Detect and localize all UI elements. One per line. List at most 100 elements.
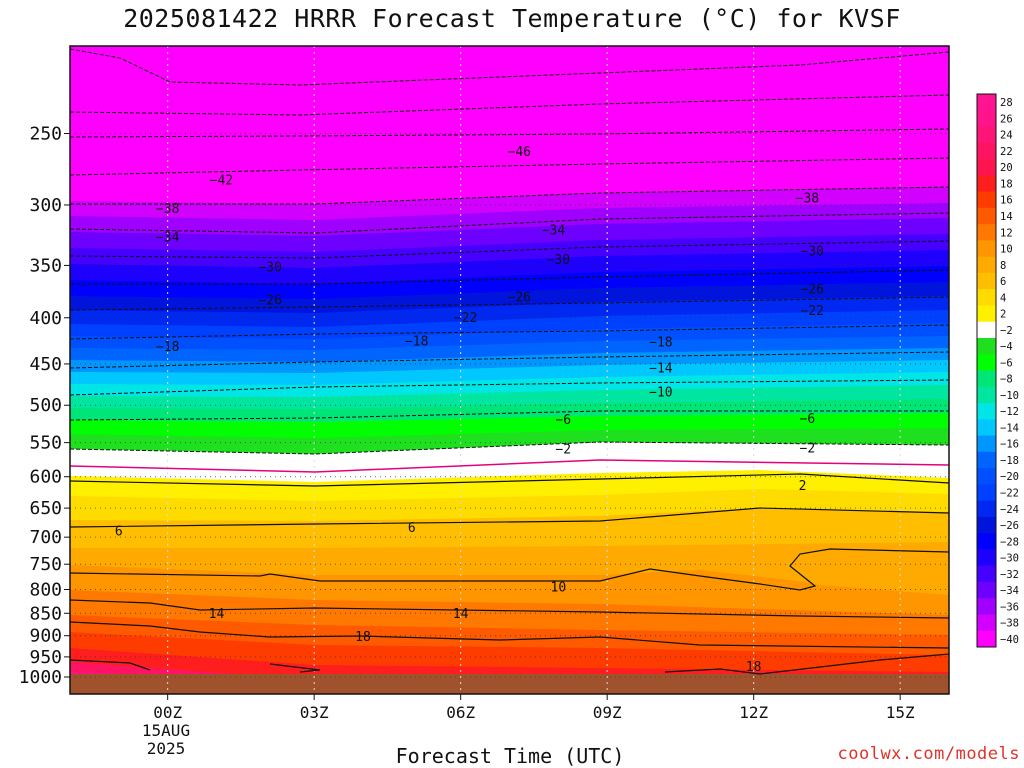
colorbar-label: −8: [1000, 374, 1013, 386]
colorbar-swatch: [977, 533, 996, 550]
colorbar-swatch: [977, 159, 996, 176]
colorbar-swatch: [977, 321, 996, 339]
y-tick-label: 300: [29, 195, 62, 216]
colorbar-label: 28: [1000, 97, 1013, 109]
colorbar-label: −20: [1000, 471, 1019, 483]
y-tick-label: 550: [29, 433, 62, 454]
colorbar-label: 12: [1000, 227, 1013, 239]
contour-lines: [70, 48, 949, 675]
colorbar-swatch: [977, 403, 996, 420]
contour-label: −18: [156, 340, 179, 355]
colorbar-swatch: [977, 142, 996, 160]
contour-label: −34: [156, 231, 180, 246]
colorbar-label: −26: [1000, 520, 1019, 532]
colorbar-swatch: [977, 468, 996, 485]
colorbar-swatch: [977, 191, 996, 209]
contour-label: −30: [547, 253, 570, 268]
colorbar-swatch: [977, 598, 996, 615]
contour-label: 14: [209, 607, 225, 622]
colorbar-swatch: [977, 565, 996, 583]
colorbar-swatch: [977, 386, 996, 404]
colorbar-swatch: [977, 337, 996, 355]
colorbar-swatch: [977, 224, 996, 241]
contour-label: 6: [408, 521, 416, 536]
contour-label: −30: [258, 261, 281, 276]
colorbar-label: −40: [1000, 634, 1019, 646]
contour-label: −10: [649, 385, 672, 400]
y-tick-label: 950: [29, 647, 62, 668]
x-date-label-year: 2025: [147, 739, 186, 758]
x-date-label-day: 15AUG: [142, 721, 190, 740]
colorbar-label: −10: [1000, 390, 1019, 402]
colorbar-swatch: [977, 94, 996, 111]
colorbar-label: 4: [1000, 292, 1006, 304]
colorbar-label: −34: [1000, 585, 1019, 597]
colorbar-swatch: [977, 354, 996, 371]
colorbar-swatch: [977, 630, 996, 648]
contour-label: −26: [801, 282, 824, 297]
colorbar-swatch: [977, 256, 996, 274]
y-tick-label: 350: [29, 255, 62, 276]
colorbar-label: 20: [1000, 162, 1013, 174]
temperature-bands: [70, 46, 949, 694]
colorbar: 28 26 24 22 20 18 16 14 12 10 8 6 4 2 −2 −4 −6 −8 −10 −12 −1…: [976, 93, 1019, 648]
x-tick-label: 06Z: [446, 703, 475, 722]
contour-label: −22: [801, 304, 824, 319]
contour-labels: −46−42−38−38−34 −34−30−30−30−26 −26−26−22−…: [115, 145, 824, 675]
colorbar-label: −38: [1000, 618, 1019, 630]
y-tick-label: 250: [29, 123, 62, 144]
colorbar-swatch: [977, 272, 996, 290]
colorbar-swatch: [977, 435, 996, 453]
colorbar-swatch: [977, 484, 996, 502]
colorbar-swatch: [977, 614, 996, 632]
y-tick-label: 1000: [19, 667, 62, 688]
colorbar-label: 16: [1000, 195, 1013, 207]
colorbar-label: 26: [1000, 113, 1013, 125]
y-tick-label: 500: [29, 395, 62, 416]
contour-label: −30: [801, 245, 824, 260]
contour-label: −22: [454, 311, 477, 326]
contour-label: −6: [555, 413, 571, 428]
colorbar-label: −4: [1000, 341, 1013, 353]
contour-label: 14: [453, 607, 469, 622]
colorbar-swatch: [977, 305, 996, 323]
colorbar-swatch: [977, 500, 996, 518]
y-tick-label: 450: [29, 354, 62, 375]
colorbar-swatch: [977, 207, 996, 225]
contour-label: −34: [542, 223, 566, 238]
colorbar-label: −28: [1000, 536, 1019, 548]
x-tick-label: 09Z: [593, 703, 622, 722]
colorbar-frame: [976, 93, 997, 648]
y-tick-label: 400: [29, 308, 62, 329]
colorbar-label: 6: [1000, 276, 1006, 288]
colorbar-label: −12: [1000, 406, 1019, 418]
contour-label: 6: [115, 525, 123, 540]
colorbar-swatch: [977, 581, 996, 599]
contour-label: −46: [508, 145, 531, 160]
contour-label: −2: [800, 441, 816, 456]
x-tick-label: 00Z: [153, 703, 182, 722]
x-axis-ticks: 00Z 03Z 06Z 09Z 12Z 15Z: [153, 694, 915, 722]
y-tick-label: 700: [29, 527, 62, 548]
x-tick-label: 12Z: [739, 703, 768, 722]
plot-frame: [69, 45, 950, 695]
contour-label: −38: [156, 202, 179, 217]
contour-label: −42: [210, 174, 233, 189]
colorbar-label: 2: [1000, 309, 1006, 321]
colorbar-label: 22: [1000, 146, 1013, 158]
colorbar-swatch: [977, 516, 996, 534]
contour-label: −6: [800, 412, 816, 427]
colorbar-swatch: [977, 370, 996, 388]
contour-label: −38: [796, 191, 819, 206]
contour-label: −18: [649, 335, 672, 350]
colorbar-label: −30: [1000, 553, 1019, 565]
contour-label: −14: [649, 361, 673, 376]
colorbar-swatch: [977, 110, 996, 128]
colorbar-label: 14: [1000, 211, 1013, 223]
colorbar-label: −36: [1000, 601, 1019, 613]
contour-label: −18: [405, 335, 428, 350]
colorbar-swatch: [977, 240, 996, 258]
colorbar-label: 24: [1000, 130, 1013, 142]
colorbar-label: −16: [1000, 439, 1019, 451]
